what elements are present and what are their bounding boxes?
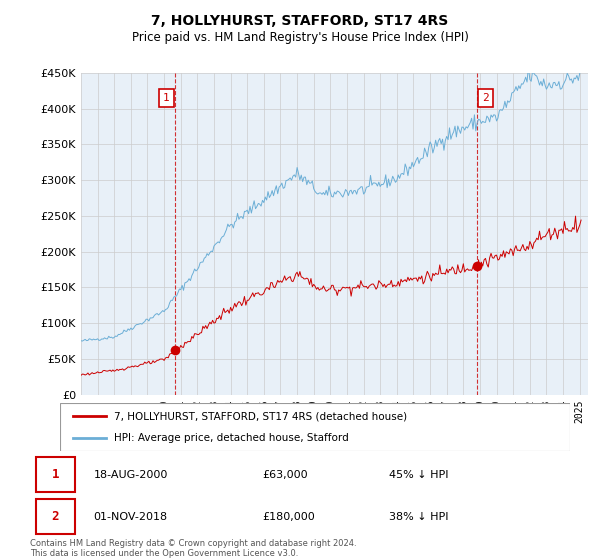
FancyBboxPatch shape [35, 499, 75, 534]
Text: £180,000: £180,000 [262, 512, 314, 521]
Text: 45% ↓ HPI: 45% ↓ HPI [389, 470, 448, 479]
Text: 2: 2 [52, 510, 59, 523]
Text: 18-AUG-2000: 18-AUG-2000 [94, 470, 168, 479]
Text: HPI: Average price, detached house, Stafford: HPI: Average price, detached house, Staf… [113, 433, 348, 443]
Text: 1: 1 [163, 93, 170, 103]
FancyBboxPatch shape [35, 457, 75, 492]
Text: 7, HOLLYHURST, STAFFORD, ST17 4RS (detached house): 7, HOLLYHURST, STAFFORD, ST17 4RS (detac… [113, 411, 407, 421]
Text: Contains HM Land Registry data © Crown copyright and database right 2024.
This d: Contains HM Land Registry data © Crown c… [30, 539, 356, 558]
Text: 01-NOV-2018: 01-NOV-2018 [94, 512, 167, 521]
Text: 1: 1 [52, 468, 59, 481]
Text: 2: 2 [482, 93, 489, 103]
FancyBboxPatch shape [60, 403, 570, 451]
Text: 7, HOLLYHURST, STAFFORD, ST17 4RS: 7, HOLLYHURST, STAFFORD, ST17 4RS [151, 14, 449, 28]
Text: £63,000: £63,000 [262, 470, 307, 479]
Text: Price paid vs. HM Land Registry's House Price Index (HPI): Price paid vs. HM Land Registry's House … [131, 31, 469, 44]
Text: 38% ↓ HPI: 38% ↓ HPI [389, 512, 448, 521]
